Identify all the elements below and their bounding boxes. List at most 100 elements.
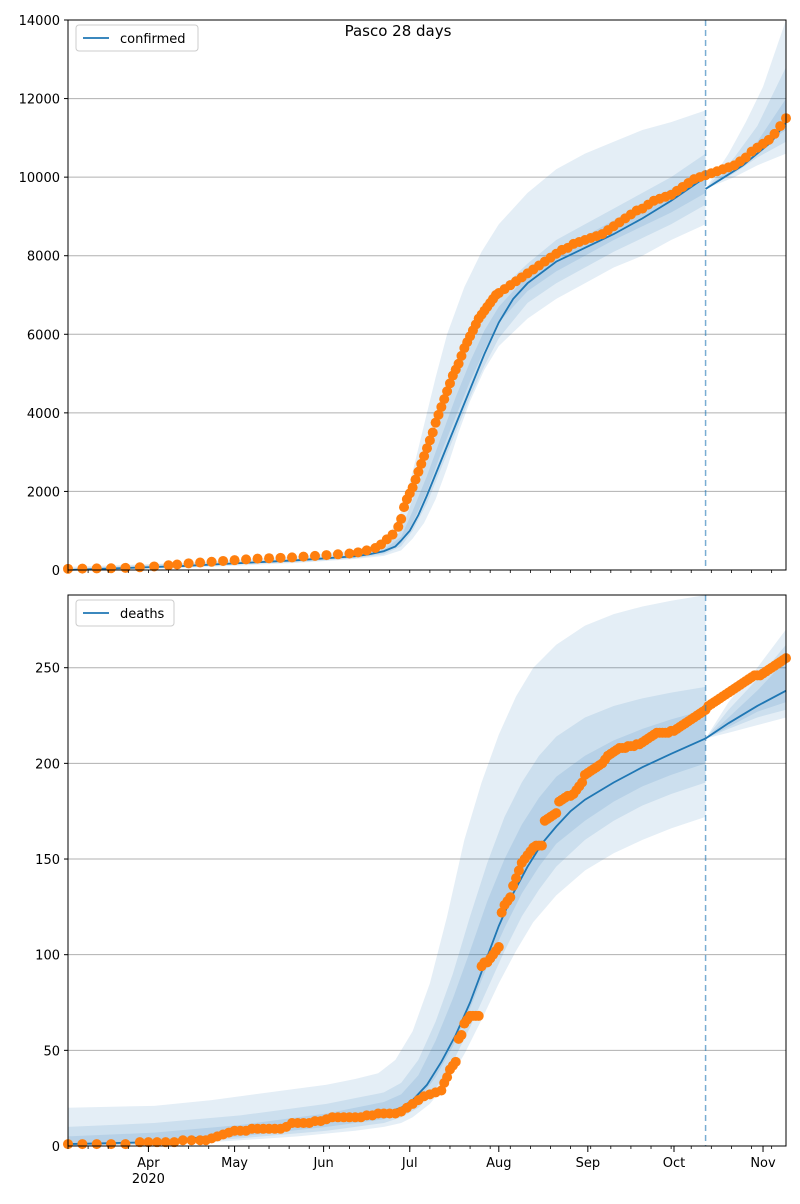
x-tick-label: Oct <box>663 1156 685 1171</box>
data-point <box>91 1139 102 1150</box>
data-point <box>424 435 435 446</box>
legend-label: deaths <box>120 607 165 622</box>
data-point <box>456 350 467 361</box>
x-tick-label: Sep <box>576 1156 601 1171</box>
data-point <box>183 558 194 569</box>
data-point <box>106 563 117 574</box>
data-point <box>473 1010 484 1021</box>
data-point <box>298 551 309 562</box>
data-point <box>493 942 504 953</box>
data-point <box>241 554 252 565</box>
data-point <box>513 865 524 876</box>
data-point <box>442 1072 453 1083</box>
data-point <box>399 502 410 513</box>
data-point <box>393 521 404 532</box>
data-point <box>410 474 421 485</box>
forecast-band-mid <box>705 644 786 739</box>
data-point <box>186 1135 197 1146</box>
data-point <box>143 1137 154 1148</box>
x-tick-label: Nov <box>750 1156 776 1171</box>
data-point <box>275 552 286 563</box>
data-point <box>430 417 441 428</box>
data-point <box>505 892 516 903</box>
data-point <box>439 394 450 405</box>
data-point <box>344 548 355 559</box>
data-point <box>134 1137 145 1148</box>
data-point <box>577 777 588 788</box>
data-point <box>407 482 418 493</box>
y-tick-label: 200 <box>35 757 60 772</box>
y-tick-label: 14000 <box>19 14 60 29</box>
fit-line-confirmed <box>67 176 707 571</box>
data-point <box>422 443 432 454</box>
x-tick-label: Aug <box>486 1156 511 1171</box>
data-point <box>106 1139 117 1150</box>
data-point <box>387 529 398 540</box>
x-tick-label: May <box>221 1156 248 1171</box>
data-point <box>252 553 263 564</box>
data-point <box>77 1139 88 1150</box>
data-point <box>413 466 424 477</box>
y-tick-label: 100 <box>35 949 60 964</box>
data-point <box>511 873 522 884</box>
data-point <box>450 1056 461 1067</box>
y-tick-label: 250 <box>35 662 60 677</box>
forecast-band-mid <box>705 67 786 189</box>
y-tick-label: 0 <box>52 1140 60 1155</box>
data-point <box>160 1137 171 1148</box>
data-point <box>229 555 240 566</box>
x-tick-label: Apr <box>137 1156 160 1171</box>
band-outer <box>68 595 706 1146</box>
data-point <box>195 557 206 568</box>
data-point <box>149 561 160 572</box>
data-point <box>442 386 453 397</box>
y-tick-label: 10000 <box>19 171 60 186</box>
data-point <box>396 513 407 524</box>
data-point <box>206 556 217 567</box>
data-point <box>419 451 430 462</box>
data-point <box>775 121 786 132</box>
axes-frame <box>67 594 787 1147</box>
data-point <box>536 840 547 851</box>
y-tick-label: 8000 <box>27 250 60 265</box>
data-point <box>769 128 780 139</box>
data-point <box>120 562 131 573</box>
x-tick-label: Jul <box>401 1156 418 1171</box>
data-point <box>453 358 464 369</box>
x-tick-sublabel: 2020 <box>132 1172 165 1187</box>
data-point <box>361 545 372 556</box>
data-point <box>332 549 343 560</box>
data-point <box>177 1135 188 1146</box>
legend-deaths: deaths <box>75 599 175 627</box>
band-mid <box>68 153 706 571</box>
data-point <box>120 1139 131 1150</box>
data-point <box>444 378 455 389</box>
data-point <box>134 562 145 573</box>
y-tick-label: 12000 <box>19 93 60 108</box>
data-point <box>427 427 438 438</box>
band-mid <box>68 686 706 1146</box>
y-tick-label: 6000 <box>27 328 60 343</box>
data-point <box>152 1137 163 1148</box>
legend-box <box>75 24 199 52</box>
legend-label: confirmed <box>120 32 186 47</box>
data-point <box>218 555 229 566</box>
figure-title: Pasco 28 days <box>345 22 452 40</box>
data-point <box>91 563 102 574</box>
panel-confirmed: 0 2000 4000 6000 8000 10000 12000 14000 confirme… <box>19 14 791 579</box>
x-tick-label: Jun <box>312 1156 333 1171</box>
legend-box <box>75 599 175 627</box>
data-point <box>172 559 183 570</box>
axes-frame <box>67 19 787 571</box>
data-point <box>433 409 444 420</box>
y-tick-label: 0 <box>52 564 60 579</box>
y-tick-label: 50 <box>43 1044 60 1059</box>
data-point <box>456 1030 467 1041</box>
data-point <box>309 550 320 561</box>
data-point <box>321 550 332 561</box>
band-outer <box>68 110 706 570</box>
data-point <box>77 563 88 574</box>
